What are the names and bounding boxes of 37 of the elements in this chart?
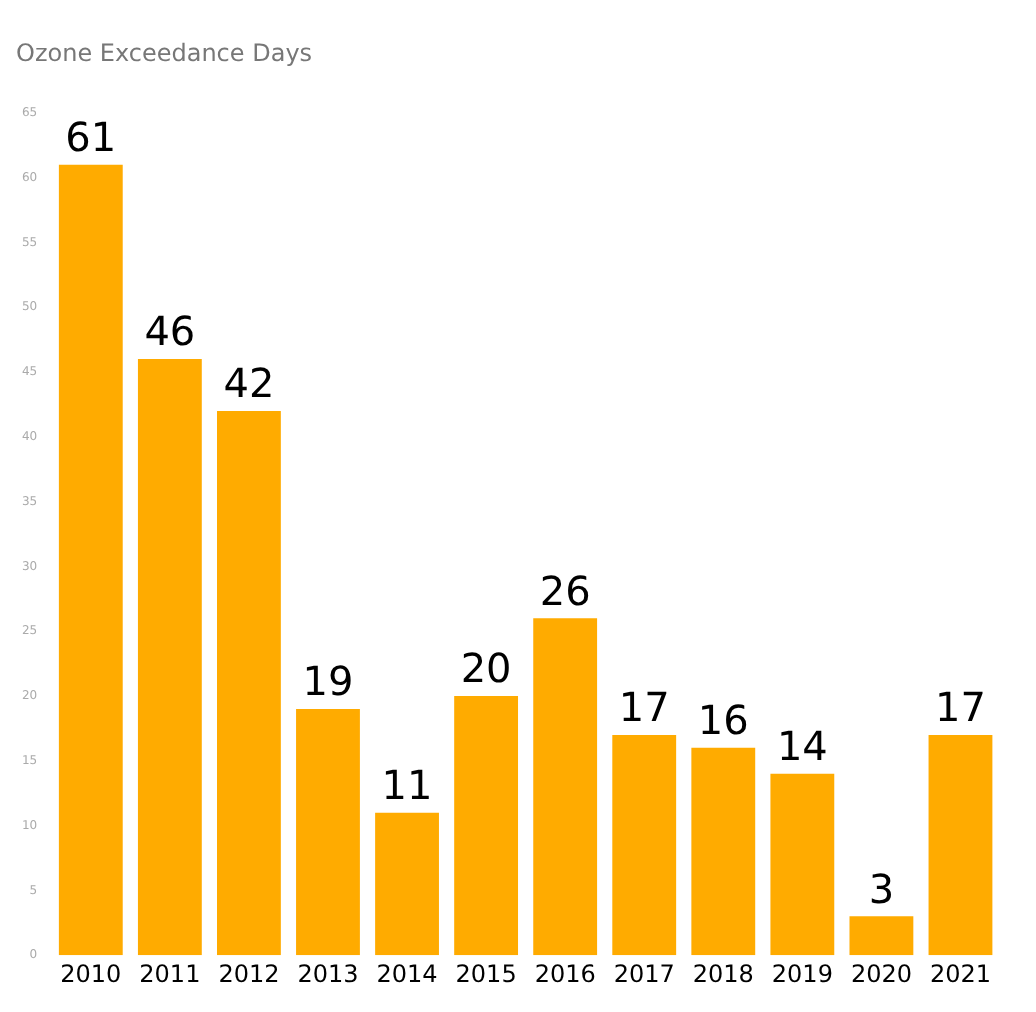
bar	[533, 618, 598, 956]
x-tick-label: 2013	[297, 959, 359, 988]
bar	[296, 708, 360, 956]
chart-title: Ozone Exceedance Days	[16, 38, 313, 67]
x-tick-label: 2020	[850, 959, 912, 988]
bar	[58, 164, 123, 956]
x-tick-label: 2010	[60, 959, 122, 988]
x-tick-label: 2016	[534, 959, 596, 988]
x-tick-label: 2018	[692, 959, 754, 988]
bar	[454, 696, 519, 956]
data-label: 46	[144, 307, 196, 356]
bar	[691, 747, 756, 956]
x-tick-label: 2012	[218, 959, 280, 988]
data-label: 3	[868, 864, 895, 913]
bar	[217, 410, 281, 956]
x-tick-label: 2021	[929, 959, 992, 988]
x-tick-label: 2017	[613, 959, 675, 988]
data-label: 19	[302, 657, 354, 706]
data-label: 14	[776, 722, 828, 771]
data-label: 26	[539, 566, 591, 615]
bar	[849, 916, 914, 956]
bar	[612, 734, 677, 956]
data-label: 17	[935, 683, 986, 732]
data-label: 61	[65, 113, 117, 162]
data-label: 16	[697, 696, 749, 745]
data-label: 42	[223, 359, 275, 408]
x-tick-label: 2011	[139, 959, 201, 988]
data-label: 11	[381, 761, 433, 810]
bar	[770, 773, 835, 956]
x-tick-label: 2015	[455, 959, 517, 988]
bar	[375, 812, 439, 956]
x-tick-label: 2014	[376, 959, 438, 988]
data-label: 20	[460, 644, 512, 693]
x-tick-label: 2019	[771, 959, 833, 988]
bar	[137, 359, 202, 956]
bar	[928, 734, 993, 956]
data-label: 17	[618, 683, 670, 732]
